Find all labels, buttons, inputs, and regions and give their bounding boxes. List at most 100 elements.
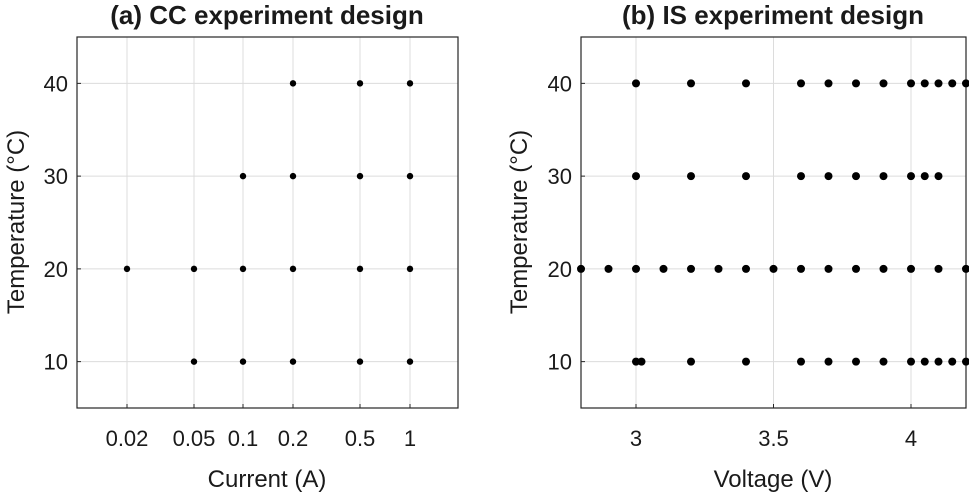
grid-lines bbox=[581, 37, 966, 408]
data-point bbox=[824, 357, 833, 366]
x-tick-label: 0.2 bbox=[278, 426, 309, 451]
data-point bbox=[632, 357, 640, 366]
data-point bbox=[659, 264, 668, 273]
data-point bbox=[934, 172, 943, 181]
data-point bbox=[289, 80, 297, 87]
data-point bbox=[687, 79, 695, 88]
data-point bbox=[769, 264, 778, 273]
y-axis-label: Temperature (°C) bbox=[3, 130, 30, 314]
data-point bbox=[962, 357, 969, 366]
y-tick-label: 30 bbox=[44, 164, 68, 189]
x-tick-label: 0.05 bbox=[173, 426, 216, 451]
chart-title: (a) CC experiment design bbox=[110, 0, 424, 30]
data-point bbox=[852, 357, 860, 366]
data-point bbox=[824, 79, 833, 88]
data-point bbox=[948, 357, 957, 366]
data-point bbox=[289, 172, 297, 180]
data-point bbox=[714, 264, 723, 273]
data-point bbox=[406, 265, 414, 273]
data-point bbox=[852, 264, 860, 273]
data-point bbox=[289, 265, 297, 273]
data-point bbox=[934, 264, 943, 273]
data-point bbox=[920, 79, 929, 88]
panel-is: 3 3.5 4 10 20 30 40 (b) IS experiment design V… bbox=[506, 0, 969, 493]
data-point bbox=[742, 79, 750, 88]
data-point bbox=[406, 358, 414, 365]
data-point bbox=[797, 357, 805, 366]
data-point bbox=[123, 265, 131, 273]
data-point bbox=[852, 79, 860, 88]
y-tick-label: 10 bbox=[44, 350, 68, 375]
data-point bbox=[907, 172, 915, 181]
x-tick-label: 0.1 bbox=[228, 426, 259, 451]
data-point bbox=[962, 79, 969, 88]
data-point bbox=[907, 357, 915, 366]
tick-labels: 3 3.5 4 10 20 30 40 bbox=[548, 71, 918, 451]
y-tick-label: 20 bbox=[548, 257, 572, 282]
data-point bbox=[920, 172, 929, 181]
axes-box bbox=[76, 36, 459, 409]
y-tick-label: 20 bbox=[44, 257, 68, 282]
data-point bbox=[879, 357, 888, 366]
data-point bbox=[687, 172, 695, 181]
data-point bbox=[190, 265, 198, 273]
x-tick-label: 0.02 bbox=[106, 426, 149, 451]
data-point bbox=[934, 357, 943, 366]
data-point bbox=[406, 172, 414, 180]
data-point bbox=[879, 172, 888, 181]
data-point bbox=[742, 172, 750, 181]
data-point bbox=[632, 172, 640, 181]
grid-lines bbox=[77, 37, 458, 408]
tick-labels: 0.02 0.05 0.1 0.2 0.5 1 10 20 30 40 bbox=[44, 71, 417, 451]
x-tick-label: 3 bbox=[630, 426, 642, 451]
data-point bbox=[239, 265, 247, 273]
x-tick-label: 4 bbox=[905, 426, 917, 451]
x-tick-label: 0.5 bbox=[345, 426, 376, 451]
data-point bbox=[356, 172, 364, 180]
data-point bbox=[239, 358, 247, 365]
data-points bbox=[577, 79, 969, 366]
data-point bbox=[239, 172, 247, 180]
y-axis-label: Temperature (°C) bbox=[506, 130, 533, 314]
y-tick-label: 40 bbox=[548, 71, 572, 96]
data-point bbox=[637, 357, 646, 366]
data-point bbox=[879, 264, 888, 273]
chart-title: (b) IS experiment design bbox=[622, 0, 924, 30]
data-point bbox=[797, 264, 805, 273]
data-point bbox=[604, 264, 613, 273]
data-point bbox=[289, 358, 297, 365]
x-axis-label: Current (A) bbox=[208, 466, 327, 493]
data-point bbox=[934, 79, 943, 88]
data-point bbox=[356, 265, 364, 273]
x-tick-label: 3.5 bbox=[758, 426, 789, 451]
data-point bbox=[948, 79, 957, 88]
data-point bbox=[632, 79, 640, 88]
data-point bbox=[797, 172, 805, 181]
data-point bbox=[356, 358, 364, 365]
x-axis-label: Voltage (V) bbox=[714, 466, 833, 493]
data-point bbox=[879, 79, 888, 88]
data-point bbox=[852, 172, 860, 181]
data-point bbox=[824, 264, 833, 273]
y-tick-label: 40 bbox=[44, 71, 68, 96]
data-point bbox=[962, 264, 969, 273]
data-point bbox=[356, 80, 364, 87]
panel-cc: 0.02 0.05 0.1 0.2 0.5 1 10 20 30 40 (a) CC experi… bbox=[3, 0, 459, 493]
data-point bbox=[824, 172, 833, 181]
data-point bbox=[632, 264, 640, 273]
data-point bbox=[742, 357, 750, 366]
data-point bbox=[920, 357, 929, 366]
data-points bbox=[123, 80, 414, 365]
data-point bbox=[907, 264, 915, 273]
data-point bbox=[797, 79, 805, 88]
data-point bbox=[687, 264, 695, 273]
data-point bbox=[406, 80, 414, 87]
data-point bbox=[742, 264, 750, 273]
y-tick-label: 10 bbox=[548, 350, 572, 375]
axes-box bbox=[580, 36, 967, 409]
data-point bbox=[190, 358, 198, 365]
x-tick-label: 1 bbox=[404, 426, 416, 451]
data-point bbox=[687, 357, 695, 366]
data-point bbox=[577, 264, 585, 273]
